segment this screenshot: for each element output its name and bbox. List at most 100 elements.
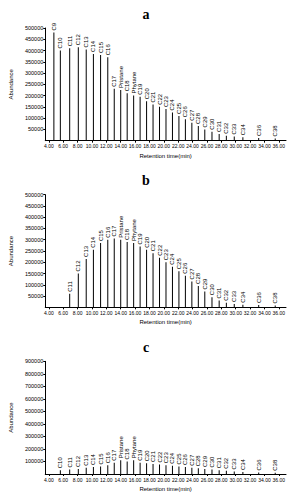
svg-text:36.00: 36.00 xyxy=(273,477,286,483)
svg-text:C30: C30 xyxy=(209,118,215,130)
svg-text:34.00: 34.00 xyxy=(258,310,271,316)
svg-text:C30: C30 xyxy=(209,284,215,296)
svg-text:C27: C27 xyxy=(189,454,195,466)
svg-text:500000: 500000 xyxy=(25,25,43,31)
svg-text:36.00: 36.00 xyxy=(273,143,286,149)
svg-text:10.00: 10.00 xyxy=(86,143,99,149)
svg-text:250000: 250000 xyxy=(25,248,43,254)
svg-text:6.00: 6.00 xyxy=(58,143,68,149)
svg-text:Retention time(min): Retention time(min) xyxy=(139,486,191,492)
svg-text:150000: 150000 xyxy=(25,271,43,277)
svg-text:C11: C11 xyxy=(67,456,73,467)
svg-text:20.00: 20.00 xyxy=(158,143,171,149)
svg-text:C13: C13 xyxy=(83,245,89,257)
svg-text:C26: C26 xyxy=(182,453,188,465)
svg-text:20.00: 20.00 xyxy=(158,310,171,316)
svg-text:32.00: 32.00 xyxy=(244,310,257,316)
svg-text:500000: 500000 xyxy=(25,192,43,198)
svg-text:22.00: 22.00 xyxy=(172,477,185,483)
svg-text:600000: 600000 xyxy=(25,396,43,402)
svg-text:16.00: 16.00 xyxy=(129,143,142,149)
svg-text:C14: C14 xyxy=(90,453,96,465)
svg-text:C31: C31 xyxy=(216,120,222,132)
svg-text:C29: C29 xyxy=(202,455,208,467)
svg-text:24.00: 24.00 xyxy=(186,143,199,149)
svg-text:C19: C19 xyxy=(137,233,143,245)
svg-text:28.00: 28.00 xyxy=(215,310,228,316)
svg-text:34.00: 34.00 xyxy=(258,143,271,149)
svg-text:C33: C33 xyxy=(231,123,237,135)
svg-text:C18: C18 xyxy=(124,80,130,92)
svg-text:16.00: 16.00 xyxy=(129,477,142,483)
svg-text:450000: 450000 xyxy=(25,36,43,42)
svg-text:C19: C19 xyxy=(137,83,143,95)
svg-text:Abundance: Abundance xyxy=(8,68,14,99)
svg-text:C31: C31 xyxy=(216,457,222,469)
svg-text:C23: C23 xyxy=(163,452,169,464)
svg-text:16.00: 16.00 xyxy=(129,310,142,316)
svg-text:300000: 300000 xyxy=(25,70,43,76)
svg-text:14.00: 14.00 xyxy=(114,477,127,483)
svg-text:200000: 200000 xyxy=(25,446,43,452)
svg-text:C22: C22 xyxy=(157,244,163,256)
svg-text:C36: C36 xyxy=(256,291,262,303)
svg-text:20.00: 20.00 xyxy=(158,477,171,483)
svg-text:C18: C18 xyxy=(124,228,130,240)
svg-text:C34: C34 xyxy=(240,458,246,470)
svg-text:C24: C24 xyxy=(169,253,175,265)
svg-text:Abundance: Abundance xyxy=(8,235,14,266)
svg-text:C33: C33 xyxy=(231,458,237,470)
svg-text:24.00: 24.00 xyxy=(186,310,199,316)
svg-text:C23: C23 xyxy=(163,95,169,107)
svg-text:C14: C14 xyxy=(90,40,96,52)
svg-text:Retention time(min): Retention time(min) xyxy=(139,153,191,159)
svg-text:28.00: 28.00 xyxy=(215,477,228,483)
svg-text:26.00: 26.00 xyxy=(201,477,214,483)
svg-text:450000: 450000 xyxy=(25,203,43,209)
svg-text:C15: C15 xyxy=(98,453,104,465)
svg-text:700000: 700000 xyxy=(25,383,43,389)
svg-text:C34: C34 xyxy=(240,291,246,303)
svg-text:C32: C32 xyxy=(223,122,229,134)
svg-text:C13: C13 xyxy=(83,454,89,466)
svg-text:C15: C15 xyxy=(98,229,104,241)
svg-text:350000: 350000 xyxy=(25,225,43,231)
svg-text:34.00: 34.00 xyxy=(258,477,271,483)
svg-text:C15: C15 xyxy=(98,41,104,53)
svg-text:8.00: 8.00 xyxy=(73,310,83,316)
svg-text:C16: C16 xyxy=(105,226,111,238)
svg-text:36.00: 36.00 xyxy=(273,310,286,316)
svg-text:800000: 800000 xyxy=(25,371,43,377)
svg-text:22.00: 22.00 xyxy=(172,310,185,316)
svg-text:12.00: 12.00 xyxy=(100,477,113,483)
svg-text:32.00: 32.00 xyxy=(244,477,257,483)
svg-text:14.00: 14.00 xyxy=(114,310,127,316)
svg-text:C32: C32 xyxy=(223,289,229,301)
svg-text:Phytane: Phytane xyxy=(131,436,137,459)
svg-text:C34: C34 xyxy=(240,124,246,136)
svg-text:C22: C22 xyxy=(157,451,163,463)
svg-text:C38: C38 xyxy=(272,292,278,304)
svg-text:C25: C25 xyxy=(176,258,182,270)
svg-text:900000: 900000 xyxy=(25,358,43,364)
svg-text:C23: C23 xyxy=(163,249,169,261)
svg-text:250000: 250000 xyxy=(25,81,43,87)
svg-text:C11: C11 xyxy=(67,281,73,292)
svg-text:C38: C38 xyxy=(272,459,278,471)
svg-text:C24: C24 xyxy=(169,452,175,464)
svg-text:14.00: 14.00 xyxy=(114,143,127,149)
svg-text:350000: 350000 xyxy=(25,59,43,65)
svg-text:C17: C17 xyxy=(111,449,117,461)
svg-text:C12: C12 xyxy=(75,33,81,45)
svg-text:400000: 400000 xyxy=(25,421,43,427)
svg-text:32.00: 32.00 xyxy=(244,143,257,149)
svg-text:50000: 50000 xyxy=(28,293,43,299)
svg-text:C27: C27 xyxy=(189,268,195,280)
svg-text:C26: C26 xyxy=(182,106,188,118)
svg-text:22.00: 22.00 xyxy=(172,143,185,149)
svg-text:400000: 400000 xyxy=(25,214,43,220)
svg-text:C36: C36 xyxy=(256,459,262,471)
svg-text:8.00: 8.00 xyxy=(73,477,83,483)
svg-text:C22: C22 xyxy=(157,93,163,105)
svg-text:C33: C33 xyxy=(231,290,237,302)
